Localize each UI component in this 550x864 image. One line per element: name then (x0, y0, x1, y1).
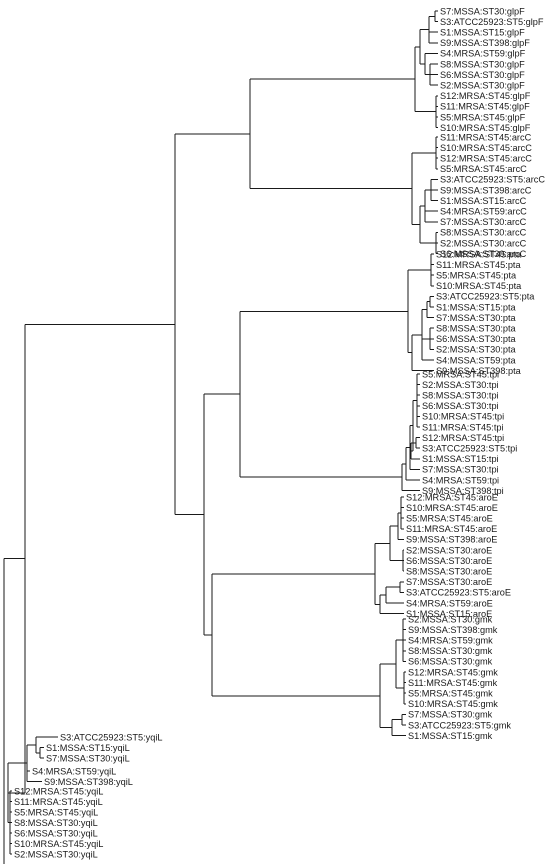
leaf-label: S8:MSSA:ST30:aroE (406, 567, 492, 577)
leaf-label: S3:ATCC25923:ST5:aroE (406, 588, 511, 598)
leaf-label: S12:MRSA:ST45:pta (436, 249, 522, 259)
leaf-label: S4:MRSA:ST59:tpi (422, 475, 499, 485)
leaf-label: S1:MSSA:ST15:arcC (440, 196, 527, 206)
leaf-label: S3:ATCC25923:ST5:arcC (440, 175, 545, 185)
leaf-label: S11:MRSA:ST45:yqiL (14, 797, 103, 807)
leaf-label: S7:MSSA:ST30:tpi (422, 465, 499, 475)
leaf-label: S10:MRSA:ST45:tpi (422, 412, 504, 422)
leaf-label: S10:MRSA:ST45:gmk (408, 699, 498, 709)
leaf-label: S8:MSSA:ST30:glpF (440, 59, 525, 69)
leaf-label: S9:MSSA:ST398:yqiL (44, 777, 133, 787)
leaf-label: S11:MRSA:ST45:pta (436, 260, 521, 270)
leaf-label: S12:MRSA:ST45:glpF (440, 91, 531, 101)
leaf-label: S11:MRSA:ST45:arcC (440, 132, 532, 142)
leaf-label: S8:MSSA:ST30:tpi (422, 391, 499, 401)
leaf-label: S1:MSSA:ST15:yqiL (46, 743, 130, 753)
leaf-label: S8:MSSA:ST30:yqiL (14, 818, 98, 828)
leaf-label: S5:MRSA:ST45:gmk (408, 689, 493, 699)
leaf-label: S5:MRSA:ST45:yqiL (14, 807, 98, 817)
leaf-label: S8:MSSA:ST30:pta (436, 324, 517, 334)
leaf-label: S5:MRSA:ST45:arcC (440, 164, 527, 174)
leaf-label: S6:MSSA:ST30:aroE (406, 556, 492, 566)
leaf-label: S6:MSSA:ST30:yqiL (14, 828, 98, 838)
leaf-label: S3:ATCC25923:ST5:tpi (422, 444, 517, 454)
leaf-label: S11:MRSA:ST45:gmk (408, 678, 498, 688)
leaf-label: S3:ATCC25923:ST5:yqiL (60, 732, 162, 742)
leaf-label: S5:MRSA:ST45:aroE (406, 514, 493, 524)
leaf-label: S7:MSSA:ST30:arcC (440, 217, 527, 227)
leaf-label: S9:MSSA:ST398:pta (436, 366, 522, 376)
leaf-label: S9:MSSA:ST398:aroE (406, 535, 497, 545)
leaf-label: S11:MRSA:ST45:aroE (406, 524, 497, 534)
leaf-label: S7:MSSA:ST30:pta (436, 313, 517, 323)
leaf-label: S7:MSSA:ST30:aroE (406, 577, 492, 587)
leaf-label: S10:MRSA:ST45:yqiL (14, 839, 103, 849)
tree-leaf-labels: S7:MSSA:ST30:glpFS3:ATCC25923:ST5:glpFS1… (14, 6, 545, 859)
leaf-label: S8:MSSA:ST30:arcC (440, 228, 527, 238)
leaf-label: S11:MRSA:ST45:tpi (422, 422, 504, 432)
leaf-label: S10:MRSA:ST45:pta (436, 281, 522, 291)
leaf-label: S5:MRSA:ST45:tpi (422, 369, 499, 379)
leaf-label: S3:ATCC25923:ST5:glpF (440, 17, 544, 27)
tree-branches (3, 10, 438, 864)
leaf-label: S6:MSSA:ST30:arcC (440, 249, 527, 259)
leaf-label: S10:MRSA:ST45:arcC (440, 143, 532, 153)
leaf-label: S2:MSSA:ST30:gmk (408, 614, 493, 624)
leaf-label: S2:MSSA:ST30:tpi (422, 380, 499, 390)
leaf-label: S10:MRSA:ST45:glpF (440, 123, 531, 133)
leaf-label: S6:MSSA:ST30:tpi (422, 401, 499, 411)
leaf-label: S12:MRSA:ST45:yqiL (14, 786, 103, 796)
leaf-label: S4:MRSA:ST59:arcC (440, 207, 527, 217)
leaf-label: S4:MSSA:ST59:pta (436, 355, 517, 365)
leaf-label: S7:MSSA:ST30:gmk (408, 710, 493, 720)
leaf-label: S4:MRSA:ST59:aroE (406, 598, 493, 608)
leaf-label: S12:MRSA:ST45:arcC (440, 154, 532, 164)
leaf-label: S12:MRSA:ST45:aroE (406, 492, 498, 502)
leaf-label: S2:MSSA:ST30:pta (436, 345, 517, 355)
leaf-label: S1:MSSA:ST15:aroE (406, 609, 492, 619)
leaf-label: S5:MRSA:ST45:glpF (440, 112, 526, 122)
leaf-label: S2:MSSA:ST30:aroE (406, 545, 492, 555)
leaf-label: S3:ATCC25923:ST5:gmk (408, 720, 511, 730)
leaf-label: S4:MRSA:ST59:gmk (408, 636, 493, 646)
leaf-label: S10:MRSA:ST45:aroE (406, 503, 498, 513)
leaf-label: S1:MSSA:ST15:gmk (408, 731, 493, 741)
leaf-label: S6:MSSA:ST30:glpF (440, 70, 525, 80)
leaf-label: S2:MSSA:ST30:arcC (440, 238, 527, 248)
leaf-label: S6:MSSA:ST30:gmk (408, 657, 493, 667)
leaf-label: S2:MSSA:ST30:glpF (440, 81, 525, 91)
leaf-label: S2:MSSA:ST30:yqiL (14, 849, 98, 859)
leaf-label: S7:MSSA:ST30:glpF (440, 6, 525, 16)
leaf-label: S9:MSSA:ST398:tpi (422, 486, 504, 496)
leaf-label: S6:MSSA:ST30:pta (436, 334, 517, 344)
leaf-label: S4:MRSA:ST59:glpF (440, 49, 526, 59)
leaf-label: S9:MSSA:ST398:gmk (408, 625, 498, 635)
leaf-label: S11:MRSA:ST45:glpF (440, 102, 530, 112)
leaf-label: S4:MRSA:ST59:yqiL (32, 766, 116, 776)
leaf-label: S5:MRSA:ST45:pta (436, 271, 517, 281)
leaf-label: S1:MSSA:ST15:glpF (440, 28, 525, 38)
leaf-label: S3:ATCC25923:ST5:pta (436, 292, 535, 302)
leaf-label: S12:MRSA:ST45:tpi (422, 433, 504, 443)
leaf-label: S8:MSSA:ST30:gmk (408, 646, 493, 656)
leaf-label: S12:MRSA:ST45:gmk (408, 667, 498, 677)
leaf-label: S1:MSSA:ST15:tpi (422, 454, 499, 464)
leaf-label: S9:MSSA:ST398:glpF (440, 38, 530, 48)
leaf-label: S7:MSSA:ST30:yqiL (46, 753, 130, 763)
leaf-label: S9:MSSA:ST398:arcC (440, 185, 532, 195)
leaf-label: S1:MSSA:ST15:pta (436, 302, 517, 312)
